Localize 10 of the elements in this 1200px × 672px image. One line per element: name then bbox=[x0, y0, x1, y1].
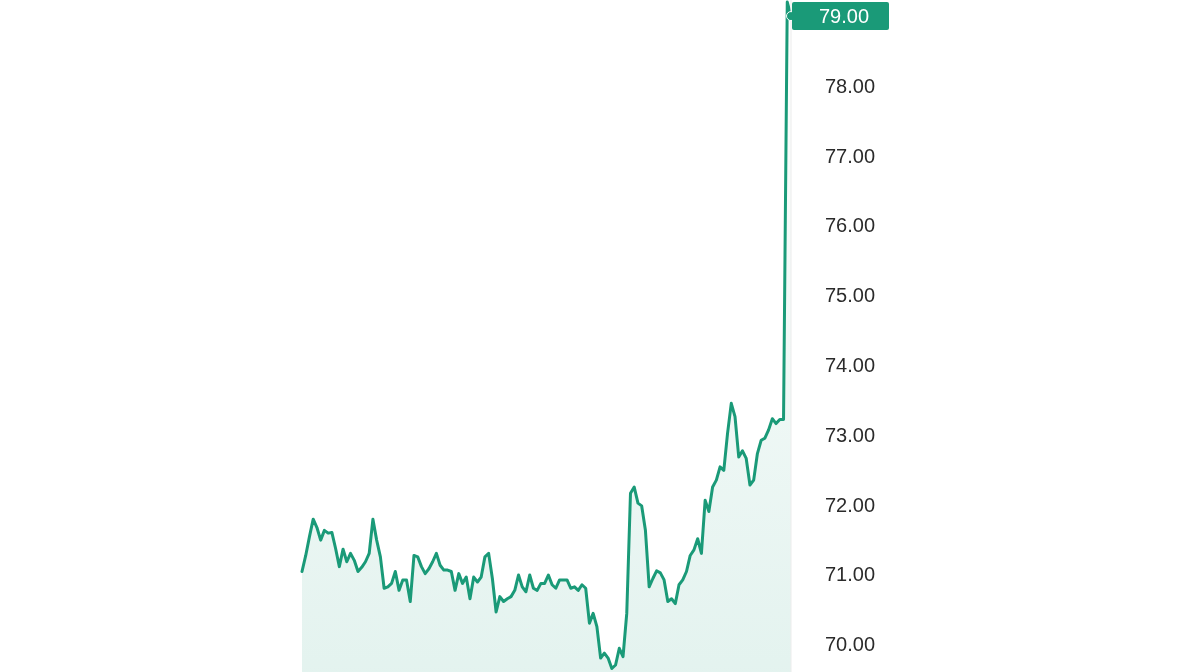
y-tick-label: 73.00 bbox=[825, 423, 876, 446]
y-tick-label: 70.00 bbox=[825, 633, 876, 656]
y-tick-label: 75.00 bbox=[825, 284, 876, 307]
y-tick-label: 76.00 bbox=[825, 214, 876, 237]
data-label: 79.00 bbox=[819, 5, 870, 28]
y-tick-label: 72.00 bbox=[825, 493, 876, 516]
y-tick-label: 74.00 bbox=[825, 354, 876, 377]
y-tick-label: 77.00 bbox=[825, 144, 876, 167]
y-tick-label: 78.00 bbox=[825, 74, 876, 97]
y-tick-label: 71.00 bbox=[825, 563, 876, 586]
